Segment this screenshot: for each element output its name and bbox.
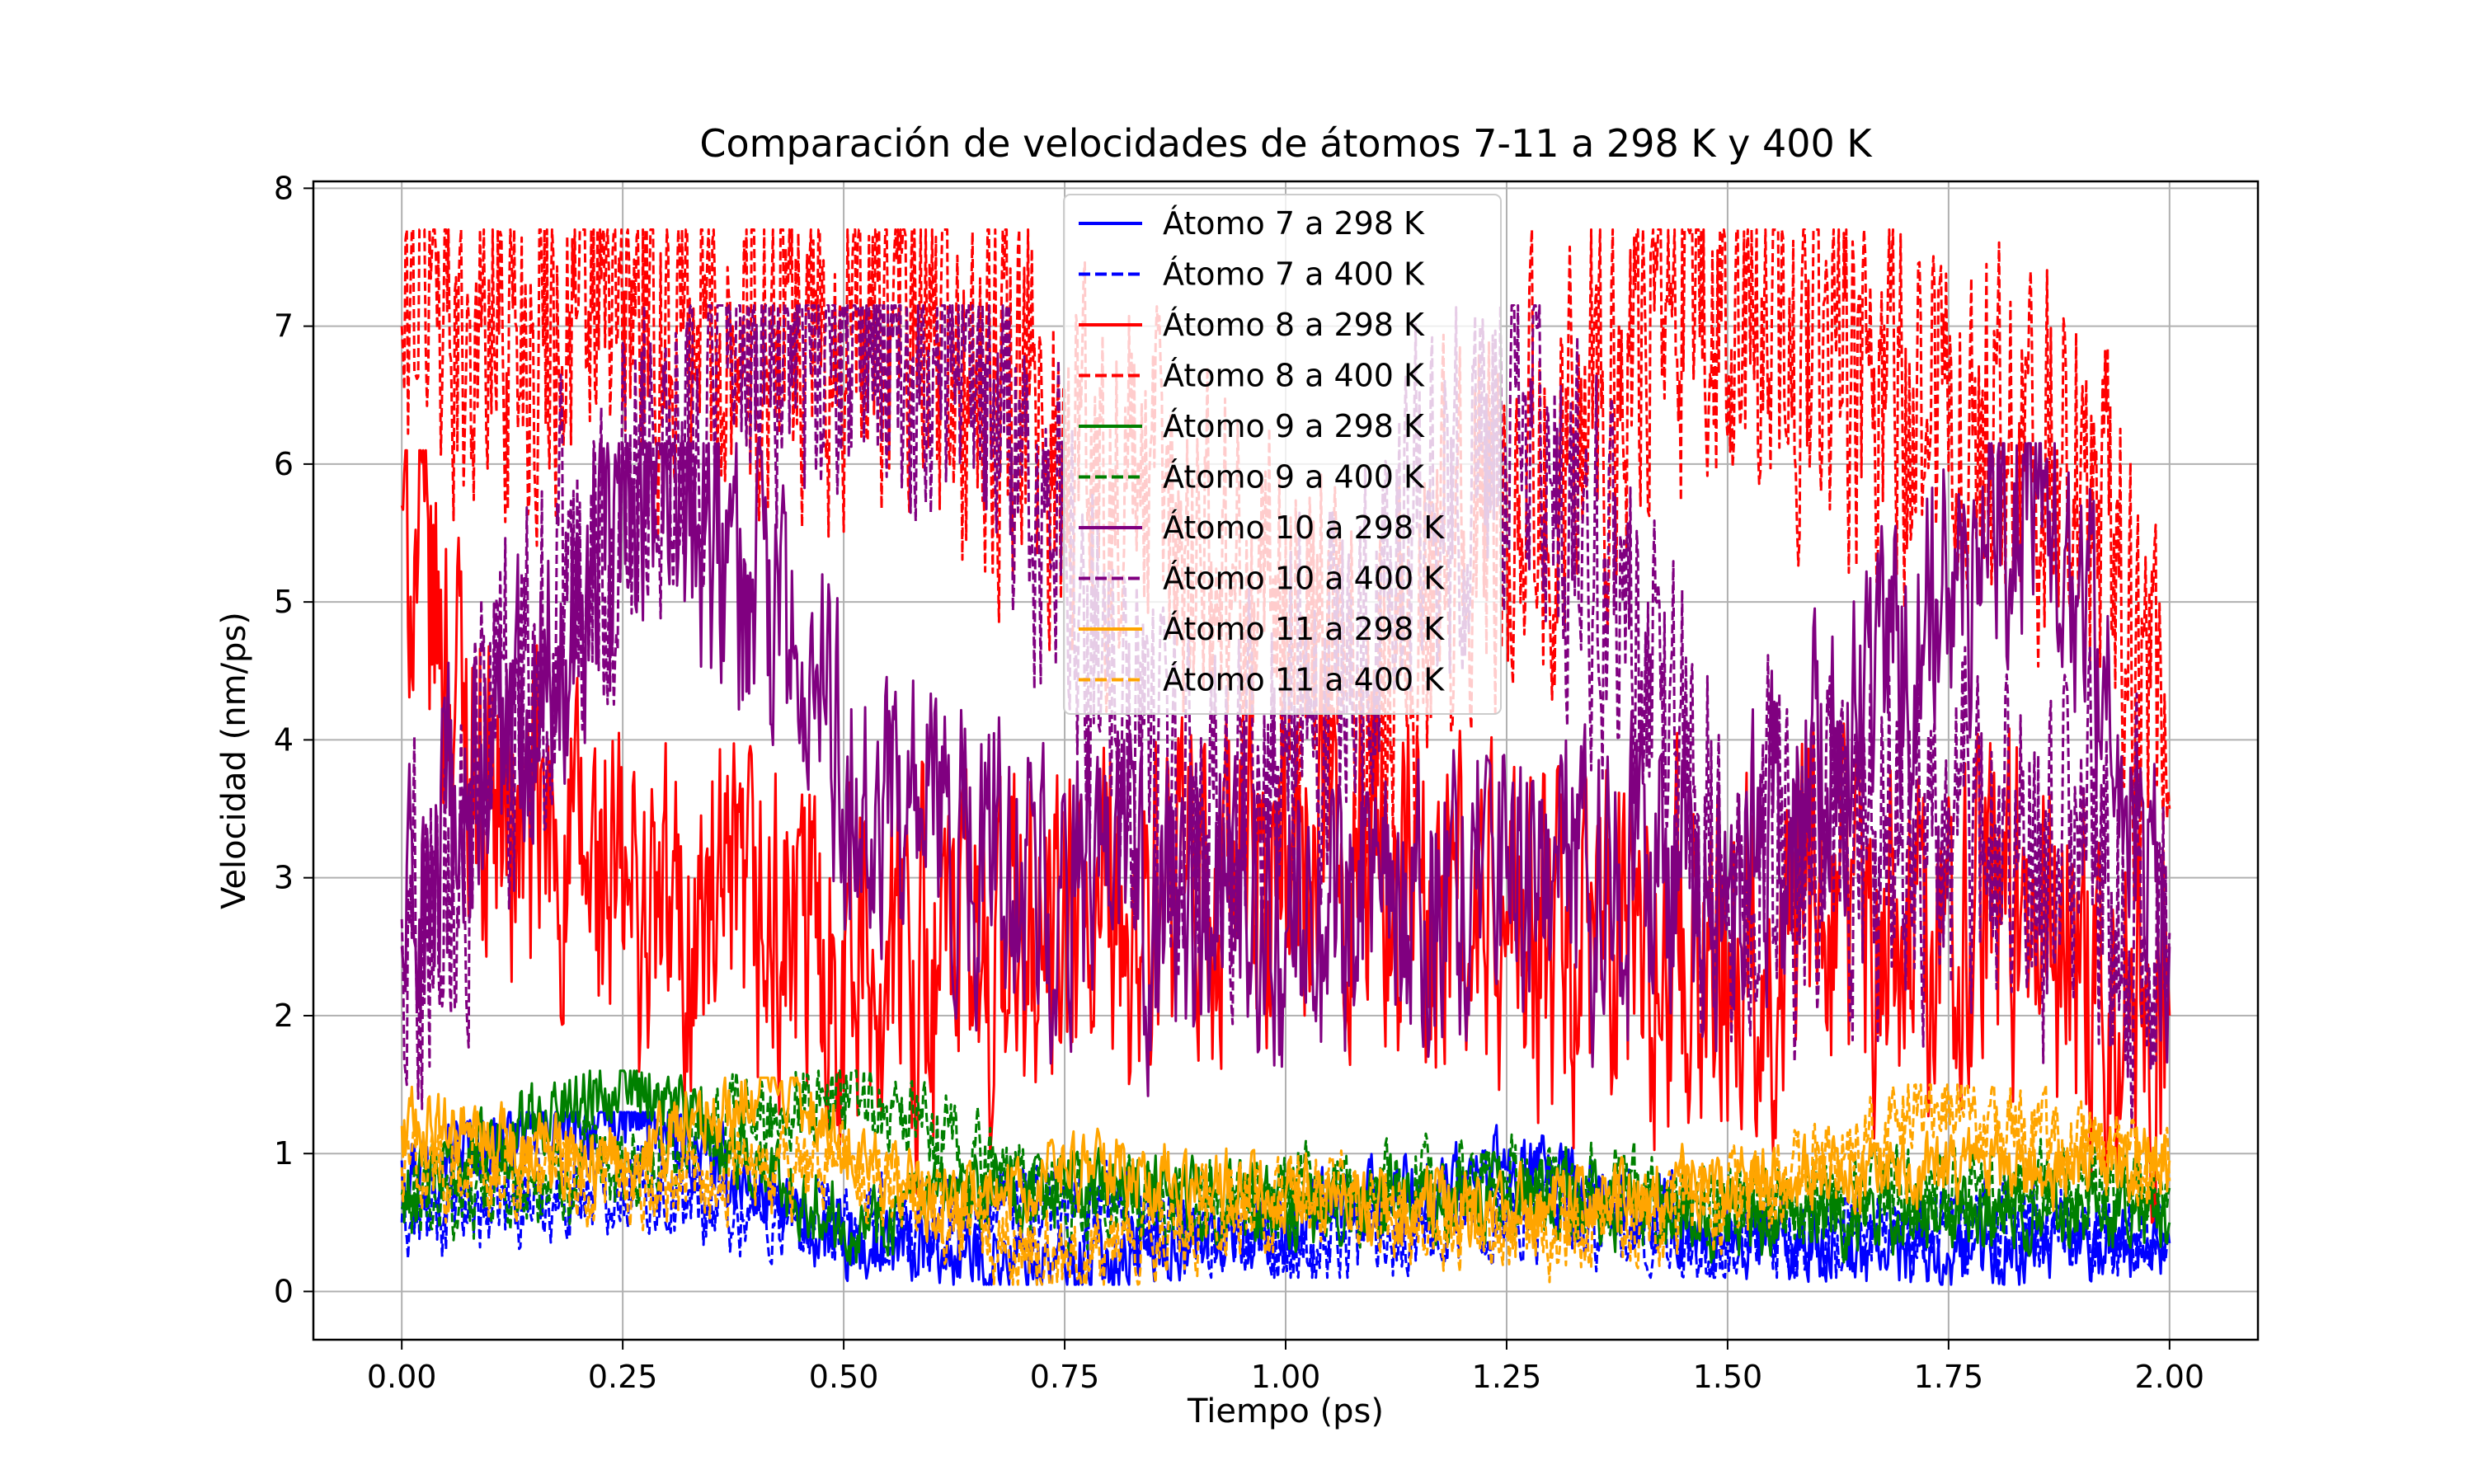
series-line-10	[400, 1083, 2171, 1286]
x-tick-label: 2.00	[2135, 1359, 2205, 1395]
y-tick-label: 4	[274, 721, 294, 758]
y-tick-label: 2	[274, 998, 294, 1034]
legend-label: Átomo 7 a 400 K	[1163, 256, 1425, 293]
legend-label: Átomo 8 a 400 K	[1163, 358, 1425, 394]
legend-box	[1063, 194, 1502, 715]
legend-label: Átomo 11 a 298 K	[1163, 611, 1445, 647]
legend-label: Átomo 10 a 400 K	[1163, 561, 1445, 597]
x-tick-label: 0.75	[1030, 1359, 1100, 1395]
legend-label: Átomo 8 a 298 K	[1163, 307, 1425, 343]
x-tick-label: 1.75	[1914, 1359, 1984, 1395]
legend-label: Átomo 11 a 400 K	[1163, 662, 1445, 698]
series-line-3	[400, 448, 2171, 1224]
legend-label: Átomo 9 a 400 K	[1163, 459, 1425, 495]
y-tick-label: 1	[274, 1135, 294, 1172]
series-group	[400, 228, 2171, 1286]
legend-label: Átomo 10 a 298 K	[1163, 510, 1445, 546]
legend-label: Átomo 9 a 298 K	[1163, 408, 1425, 444]
x-tick-label: 1.50	[1693, 1359, 1763, 1395]
y-tick-label: 0	[274, 1273, 294, 1309]
y-tick-label: 8	[274, 170, 294, 206]
x-tick-label: 0.00	[367, 1359, 437, 1395]
x-tick-label: 0.25	[588, 1359, 658, 1395]
y-axis-label: Velocidad (nm/ps)	[215, 612, 253, 909]
series-line-8	[400, 304, 2171, 1129]
y-tick-label: 3	[274, 860, 294, 896]
x-axis-label: Tiempo (ps)	[1187, 1392, 1384, 1430]
x-tick-label: 0.50	[809, 1359, 879, 1395]
x-tick-label: 1.25	[1472, 1359, 1542, 1395]
y-tick-label: 7	[274, 308, 294, 345]
y-tick-label: 6	[274, 446, 294, 482]
series-line-7	[400, 442, 2171, 1097]
legend-label: Átomo 7 a 298 K	[1163, 205, 1425, 242]
chart-title: Comparación de velocidades de átomos 7-1…	[699, 121, 1873, 166]
y-tick-label: 5	[274, 584, 294, 620]
x-tick-label: 1.00	[1251, 1359, 1321, 1395]
